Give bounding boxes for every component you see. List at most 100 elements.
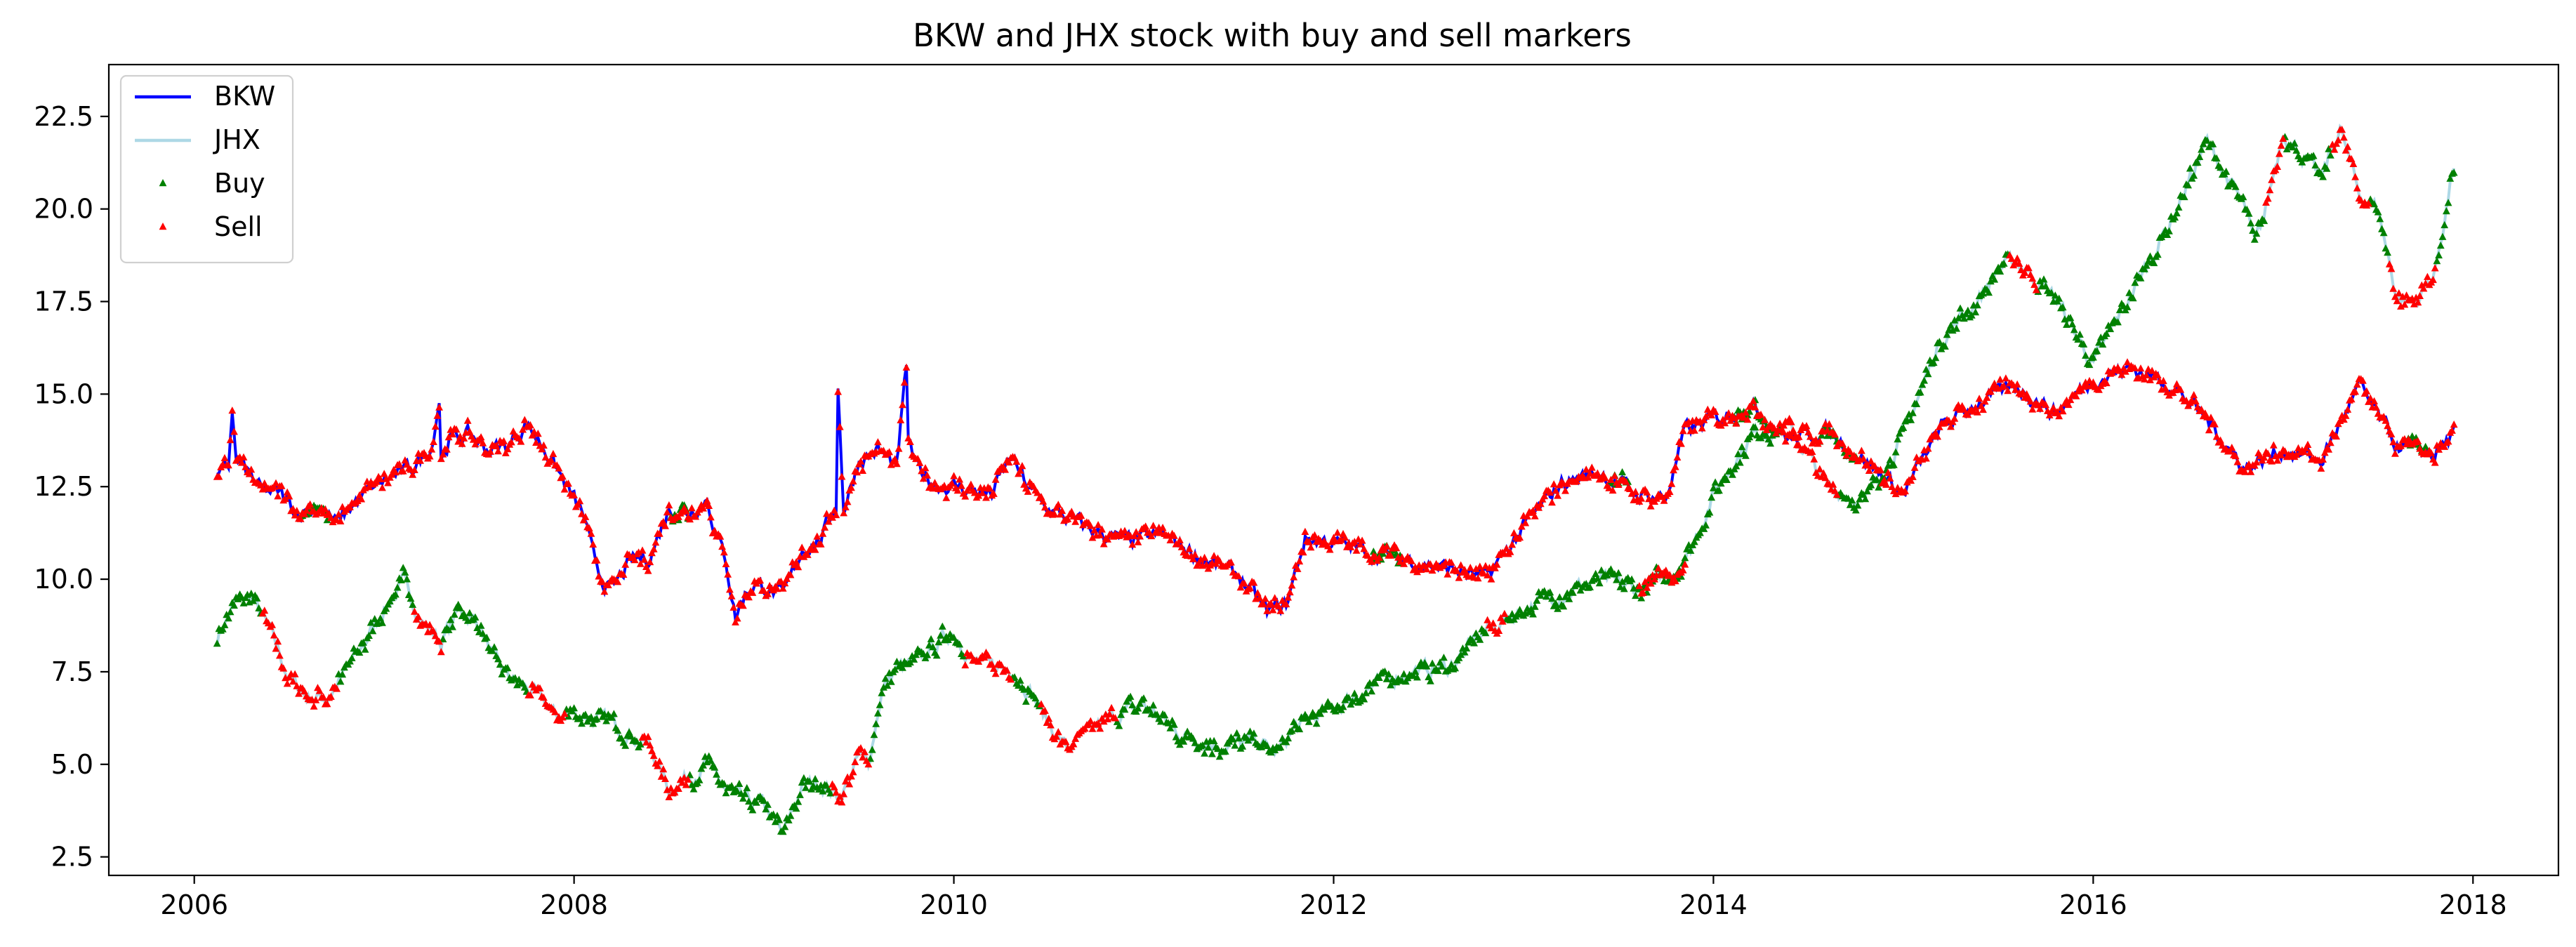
- y-tick-label: 12.5: [34, 471, 93, 502]
- sell-marker: [847, 772, 855, 780]
- buy-marker: [2131, 279, 2139, 286]
- sell-marker: [437, 454, 445, 463]
- sell-marker: [1947, 423, 1955, 430]
- buy-marker: [2085, 360, 2094, 369]
- sell-marker: [919, 475, 927, 482]
- sell-marker: [1185, 545, 1194, 552]
- buy-marker: [2180, 192, 2188, 201]
- buy-marker: [496, 660, 504, 668]
- sell-marker: [2012, 385, 2019, 393]
- buy-marker: [1422, 662, 1431, 670]
- sell-marker: [285, 492, 293, 500]
- buy-marker: [741, 790, 749, 797]
- sell-marker: [336, 517, 345, 524]
- sell-marker: [1498, 617, 1507, 625]
- x-tick-label: 2014: [1679, 889, 1748, 920]
- buy-marker: [2422, 442, 2430, 450]
- buy-marker: [498, 670, 506, 677]
- buy-marker: [578, 720, 586, 727]
- sell-marker: [551, 708, 559, 715]
- buy-marker: [1387, 681, 1394, 689]
- buy-marker: [2190, 171, 2198, 179]
- buy-marker: [633, 737, 641, 745]
- legend-swatch-sell: [159, 223, 167, 230]
- sell-marker: [2007, 254, 2016, 262]
- sell-marker: [1548, 498, 1556, 506]
- buy-marker: [1345, 694, 1353, 701]
- buy-marker: [2051, 291, 2059, 299]
- sell-marker: [1757, 410, 1765, 418]
- sell-marker: [1594, 469, 1601, 477]
- buy-marker: [1734, 450, 1742, 458]
- buy-marker: [1854, 501, 1862, 509]
- series-line-bkw: [216, 362, 2456, 625]
- sell-marker: [699, 504, 707, 512]
- sell-marker: [1263, 607, 1272, 614]
- buy-marker: [711, 763, 719, 771]
- buy-marker: [910, 655, 918, 663]
- sell-marker: [228, 406, 237, 414]
- buy-marker: [798, 778, 806, 786]
- sell-marker: [635, 548, 642, 556]
- buy-marker: [2327, 151, 2334, 159]
- buy-marker: [1620, 585, 1628, 592]
- sell-marker: [655, 529, 663, 537]
- sell-marker: [1056, 510, 1064, 518]
- sell-marker: [646, 557, 654, 566]
- sell-marker: [830, 783, 838, 790]
- buy-marker: [1894, 435, 1902, 443]
- sell-marker: [851, 757, 859, 765]
- sell-marker: [984, 651, 992, 659]
- buy-marker: [1349, 697, 1356, 705]
- sell-marker: [289, 677, 297, 685]
- sell-marker: [1975, 395, 1983, 402]
- buy-marker: [1916, 388, 1924, 396]
- sell-marker: [874, 438, 882, 446]
- sell-marker: [1350, 538, 1359, 545]
- buy-marker: [794, 797, 802, 805]
- buy-marker: [1867, 481, 1875, 489]
- sell-marker: [894, 444, 903, 452]
- sell-marker: [549, 449, 557, 458]
- buy-marker: [1031, 694, 1040, 702]
- buy-marker: [403, 575, 411, 583]
- sell-marker: [2036, 404, 2044, 412]
- sell-marker: [817, 540, 825, 548]
- sell-marker: [675, 784, 682, 792]
- sell-marker: [1474, 574, 1482, 582]
- x-tick-label: 2006: [160, 889, 228, 920]
- sell-marker: [686, 515, 694, 523]
- sell-marker: [1605, 484, 1613, 491]
- buy-marker: [1250, 729, 1258, 737]
- buy-marker: [1681, 554, 1689, 562]
- sell-marker: [900, 378, 909, 386]
- buy-marker: [2212, 154, 2221, 162]
- buy-marker: [2195, 152, 2204, 160]
- sell-marker: [380, 470, 388, 477]
- sell-marker: [663, 508, 671, 516]
- sell-marker: [1276, 607, 1285, 614]
- sell-marker: [1050, 510, 1059, 517]
- sell-marker: [642, 738, 650, 746]
- buy-marker: [775, 816, 784, 823]
- sell-marker: [2136, 364, 2145, 372]
- buy-marker: [614, 727, 622, 734]
- sell-marker: [2387, 430, 2396, 438]
- legend-box: [119, 74, 294, 264]
- sell-marker: [646, 741, 654, 749]
- sell-marker: [1671, 463, 1679, 470]
- sell-marker: [1299, 548, 1307, 556]
- sell-marker: [1236, 583, 1245, 591]
- sell-marker: [1677, 439, 1685, 447]
- sell-marker: [2268, 176, 2276, 183]
- buy-marker: [581, 710, 590, 718]
- sell-marker: [885, 448, 893, 456]
- sell-marker: [1071, 734, 1080, 742]
- buy-marker: [781, 823, 789, 830]
- sell-marker: [1665, 571, 1674, 578]
- sell-marker: [956, 475, 964, 483]
- buy-marker: [887, 677, 895, 685]
- sell-marker: [1005, 458, 1013, 466]
- sell-marker: [950, 472, 958, 479]
